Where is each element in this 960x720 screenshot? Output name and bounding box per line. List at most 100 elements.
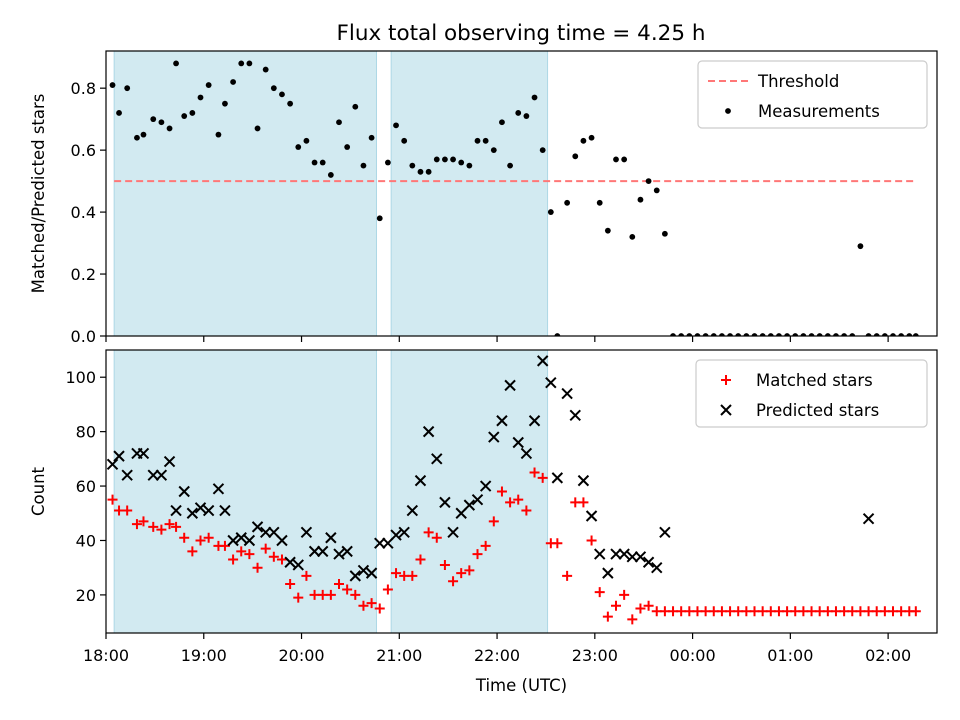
predicted-star-point: [536, 355, 549, 367]
matched-star-point: [505, 497, 516, 508]
measurement-point: [336, 119, 342, 126]
predicted-star-point: [186, 507, 199, 519]
predicted-star-point: [194, 502, 207, 514]
measurement-point: [906, 333, 913, 336]
measurement-point: [150, 116, 157, 123]
measurement-point: [124, 85, 131, 92]
y-tick-label: 40: [76, 531, 96, 550]
legend-entry-label: Threshold: [757, 72, 839, 91]
measurement-point: [189, 110, 196, 116]
measurement-point: [759, 333, 766, 336]
predicted-star-point: [170, 504, 182, 517]
matched-star-point: [156, 524, 167, 535]
measurement-point: [409, 162, 416, 169]
matched-star-point: [131, 519, 142, 530]
measurement-point: [596, 199, 603, 206]
measurement-point: [246, 60, 253, 67]
measurement-point: [401, 137, 408, 144]
measurement-point: [474, 137, 481, 144]
predicted-star-point: [414, 474, 427, 487]
measurement-point: [238, 60, 245, 67]
measurement-point: [564, 199, 571, 206]
measurement-point: [873, 333, 880, 336]
measurement-point: [425, 168, 432, 175]
matched-star-point: [537, 472, 548, 483]
matched-star-point: [107, 494, 118, 505]
predicted-star-point: [137, 447, 150, 460]
matched-star-point: [448, 576, 459, 587]
predicted-star-point: [569, 409, 581, 422]
y-tick-label: 20: [76, 586, 96, 605]
predicted-star-point: [235, 532, 247, 544]
legend-entry-label: Measurements: [758, 102, 880, 121]
predicted-star-point: [585, 510, 598, 522]
predicted-star-point: [561, 387, 573, 400]
measurement-point: [442, 156, 448, 163]
measurement-point: [458, 159, 465, 166]
predicted-star-point: [651, 561, 663, 574]
y-tick-label: 80: [76, 423, 96, 442]
legend: Threshold Measurements: [697, 60, 928, 129]
matched-star-point: [643, 600, 654, 611]
matched-star-point: [276, 554, 287, 565]
measurement-point: [767, 333, 774, 336]
y-tick-label: 0.2: [71, 265, 96, 284]
measurement-point: [173, 60, 179, 67]
top-ratio-panel: 0.0 0.2 0.4 0.6 0.8 Matched/Predicted stars Th…: [29, 50, 938, 346]
legend-entry-label: Predicted stars: [756, 401, 879, 420]
measurement-point: [523, 113, 530, 119]
measurement-point: [303, 137, 310, 144]
matched-star-point: [342, 584, 353, 595]
predicted-star-point: [862, 513, 875, 525]
observing-interval-1: [113, 350, 377, 633]
predicted-star-point: [341, 545, 353, 558]
predicted-star-point: [551, 472, 564, 484]
measurement-point: [215, 131, 222, 138]
matched-star-point: [439, 559, 450, 570]
predicted-star-point: [439, 496, 451, 509]
measurement-point: [166, 125, 173, 132]
matched-star-point: [472, 549, 483, 560]
bottom-count-panel: 20 40 60 80 100 18:00 19:00 20:00 21:00 22:00 23:0…: [29, 349, 938, 695]
legend-box: [697, 60, 928, 129]
matched-star-point: [488, 516, 499, 527]
measurement-point: [270, 85, 277, 92]
matched-star-point: [252, 562, 263, 573]
predicted-star-point: [113, 450, 125, 462]
predicted-star-point: [147, 469, 159, 481]
measurement-point: [222, 100, 228, 107]
measurement-point: [694, 333, 701, 336]
x-tick-label: 21:00: [376, 646, 422, 665]
matched-star-point: [407, 570, 418, 581]
measurement-point: [554, 333, 561, 336]
predicted-star-point: [406, 504, 419, 517]
measurement-point: [311, 159, 318, 166]
predicted-star-point: [479, 480, 492, 492]
matched-star-point: [635, 603, 646, 614]
predicted-star-point: [178, 485, 190, 498]
matched-star-point: [148, 521, 159, 532]
predicted-star-point: [212, 483, 225, 495]
matched-star-point: [594, 587, 605, 598]
x-tick-label: 23:00: [572, 646, 618, 665]
matched-star-point: [219, 540, 230, 551]
predicted-star-point: [308, 545, 321, 558]
matched-star-point: [456, 568, 467, 579]
matched-star-point: [366, 598, 377, 609]
x-tick-label: 19:00: [181, 646, 227, 665]
matched-star-point: [382, 584, 393, 595]
y-tick-label: 0.8: [71, 79, 96, 98]
y-tick-label: 60: [76, 477, 96, 496]
x-tick-label: 18:00: [83, 646, 129, 665]
y-tick-label: 0.6: [71, 141, 96, 160]
measurement-point: [702, 333, 709, 336]
matched-star-point: [358, 600, 369, 611]
measurement-point: [116, 110, 122, 116]
measurement-point: [719, 333, 725, 336]
measurement-point: [710, 333, 717, 336]
measurement-point: [262, 66, 269, 73]
matched-star-point: [244, 549, 255, 560]
measurement-point: [515, 110, 522, 116]
predicted-star-point: [374, 537, 386, 549]
